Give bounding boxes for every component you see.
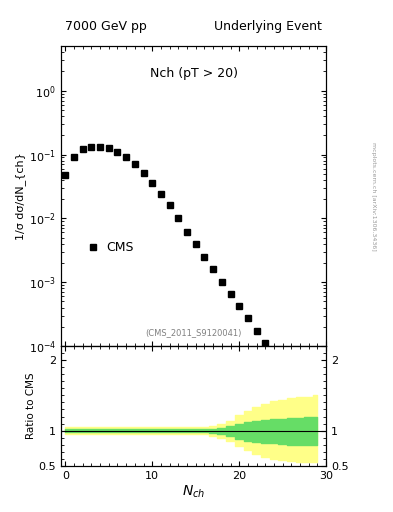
Text: 7000 GeV pp: 7000 GeV pp (65, 20, 147, 33)
Text: (CMS_2011_S9120041): (CMS_2011_S9120041) (145, 328, 242, 337)
Y-axis label: 1/σ dσ/dN_{ch}: 1/σ dσ/dN_{ch} (15, 152, 26, 240)
X-axis label: $N_{ch}$: $N_{ch}$ (182, 483, 205, 500)
Text: mcplots.cern.ch [arXiv:1306.3436]: mcplots.cern.ch [arXiv:1306.3436] (371, 142, 376, 250)
Text: CMS: CMS (106, 241, 134, 253)
Y-axis label: Ratio to CMS: Ratio to CMS (26, 373, 36, 439)
Text: Underlying Event: Underlying Event (215, 20, 322, 33)
Text: Nch (pT > 20): Nch (pT > 20) (150, 67, 237, 80)
